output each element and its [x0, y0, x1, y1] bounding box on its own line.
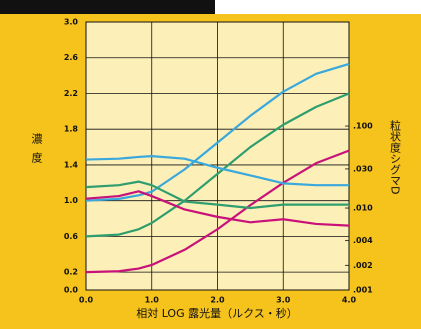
x-axis-title: 相対 LOG 露光量（ルクス・秒）	[136, 306, 298, 320]
y-axis-title: 濃度	[30, 132, 43, 171]
y-tick-label: 3.0	[64, 18, 79, 27]
y2-tick-label: .004	[353, 236, 373, 245]
y-tick-label: 0.6	[64, 232, 79, 241]
y-tick-label: 0.0	[64, 286, 79, 295]
y-tick-label: 1.8	[64, 125, 79, 134]
x-tick-label: 3.0	[276, 296, 291, 305]
series-line	[85, 180, 349, 210]
y-tick-label: 2.2	[64, 89, 78, 98]
x-tick-label: 0.0	[79, 296, 94, 305]
y2-axis-title: 粒状度シグマD	[389, 119, 402, 195]
y2-tick-label: .001	[353, 286, 373, 295]
top-band	[0, 0, 215, 14]
series-line	[85, 62, 350, 202]
y2-tick-label: .002	[353, 261, 373, 270]
y-tick-label: 1.4	[64, 160, 79, 169]
y-tick-label: 1.0	[64, 196, 79, 205]
top-band-white	[215, 0, 421, 14]
series-line	[85, 190, 350, 227]
x-tick-label: 2.0	[210, 296, 225, 305]
x-tick-label: 4.0	[342, 296, 357, 305]
y-tick-label: 2.6	[64, 53, 79, 62]
series-line	[85, 155, 349, 187]
series-line	[85, 149, 350, 274]
x-tick-label: 1.0	[145, 296, 160, 305]
series-line	[85, 92, 350, 238]
y2-tick-label: .030	[353, 164, 373, 173]
y-tick-label: 0.2	[64, 268, 78, 277]
y2-tick-label: .010	[353, 204, 373, 213]
y2-tick-label: .100	[353, 122, 373, 131]
